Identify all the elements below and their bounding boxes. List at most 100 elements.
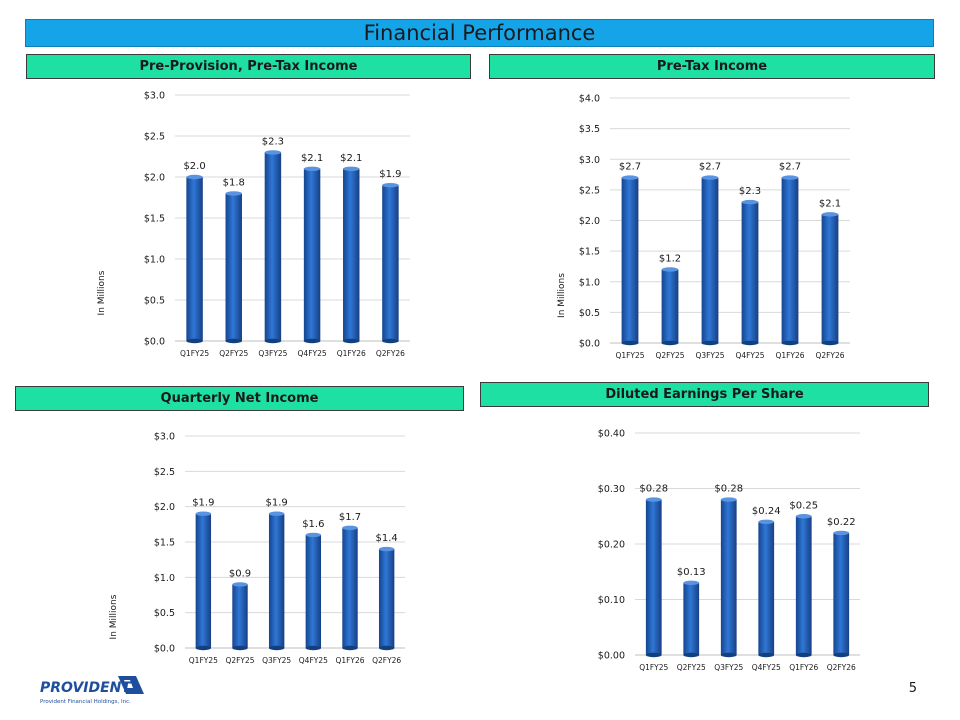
- bar-base: [378, 645, 395, 651]
- data-label: $0.24: [752, 506, 781, 517]
- bar-base: [225, 338, 242, 344]
- x-tick-label: Q1FY26: [789, 663, 818, 672]
- bar: [781, 177, 799, 343]
- bar: [342, 527, 358, 648]
- data-label: $2.7: [779, 162, 801, 173]
- y-tick-label: $2.5: [154, 467, 175, 478]
- bar-base: [186, 338, 203, 344]
- x-tick-label: Q1FY25: [639, 663, 668, 672]
- bar-cap: [661, 267, 679, 272]
- y-tick-label: $1.5: [154, 538, 175, 549]
- bar-base: [795, 652, 812, 658]
- x-tick-label: Q4FY25: [299, 656, 328, 665]
- y-tick-label: $4.0: [579, 94, 600, 105]
- bar-cap: [683, 580, 700, 586]
- y-tick-label: $0.40: [598, 429, 625, 440]
- data-label: $2.3: [739, 186, 761, 197]
- data-label: $1.7: [339, 512, 361, 523]
- bar-cap: [343, 166, 360, 171]
- bar: [378, 549, 395, 648]
- chart-title-eps: Diluted Earnings Per Share: [480, 382, 929, 407]
- bar: [232, 584, 248, 648]
- bar: [833, 532, 850, 655]
- bar-cap: [382, 183, 399, 188]
- bar: [720, 499, 737, 655]
- x-tick-label: Q4FY25: [735, 351, 764, 360]
- y-tick-label: $0.5: [579, 308, 600, 319]
- chart-title-pre-tax: Pre-Tax Income: [489, 54, 935, 79]
- bar-cap: [645, 497, 662, 502]
- bar: [683, 582, 700, 655]
- x-tick-label: Q2FY25: [225, 656, 254, 665]
- chart-diluted-eps: $0.00 $0.10 $0.20 $0.30 $0.40 $0.28 Q1FY25 $0.1…: [598, 429, 860, 672]
- y-tick-label: $2.5: [144, 132, 165, 143]
- bar-base: [621, 340, 639, 346]
- data-label: $1.9: [379, 169, 401, 180]
- data-label: $0.9: [229, 568, 251, 579]
- bar-cap: [701, 175, 719, 180]
- chart-title-net-income: Quarterly Net Income: [15, 386, 464, 411]
- y-tick-label: $2.0: [579, 216, 600, 227]
- bar-base: [821, 340, 839, 346]
- chart-pre-tax-income: $0.0 $0.5 $1.0 $1.5 $2.0 $2.5 $3.0 $3.5 $4.0 In M…: [557, 94, 850, 360]
- data-label: $2.3: [262, 136, 284, 147]
- bar-base: [683, 652, 700, 658]
- logo-subtitle: Provident Financial Holdings, Inc.: [40, 699, 131, 705]
- data-label: $2.0: [183, 161, 205, 172]
- x-tick-label: Q2FY25: [655, 351, 684, 360]
- bar-base: [342, 645, 358, 651]
- y-tick-label: $0.0: [579, 339, 600, 350]
- page-number: 5: [908, 681, 917, 696]
- bar-cap: [781, 175, 799, 180]
- y-tick-label: $0.5: [154, 608, 175, 619]
- data-label: $1.8: [223, 177, 245, 188]
- data-label: $1.4: [376, 533, 398, 544]
- bar: [701, 177, 719, 343]
- chart-title-pre-provision: Pre-Provision, Pre-Tax Income: [26, 54, 471, 79]
- provident-logo: PROVIDENT Provident Financial Holdings, …: [40, 676, 144, 705]
- bar-cap: [758, 519, 775, 524]
- bar: [821, 214, 839, 343]
- page-title: Financial Performance: [25, 19, 934, 47]
- bar-base: [382, 338, 399, 344]
- bar: [195, 513, 212, 648]
- data-label: $2.1: [301, 153, 323, 164]
- bar: [305, 534, 322, 648]
- bar-cap: [342, 525, 358, 531]
- data-label: $1.9: [192, 498, 214, 509]
- y-tick-label: $0.0: [144, 337, 165, 348]
- y-tick-label: $2.0: [144, 173, 165, 184]
- bar: [303, 168, 321, 341]
- bar-cap: [821, 212, 839, 217]
- x-tick-label: Q3FY25: [695, 351, 724, 360]
- y-tick-label: $0.0: [154, 644, 175, 655]
- chart-pre-provision-pre-tax-income: $0.0 $0.5 $1.0 $1.5 $2.0 $2.5 $3.0 In Millions $…: [97, 91, 410, 358]
- x-tick-label: Q2FY25: [677, 663, 706, 672]
- chart-quarterly-net-income: $0.0 $0.5 $1.0 $1.5 $2.0 $2.5 $3.0 In Millions $…: [109, 432, 405, 665]
- bar-base: [701, 340, 719, 346]
- bar: [661, 269, 679, 343]
- x-tick-label: Q2FY26: [815, 351, 844, 360]
- x-tick-label: Q2FY26: [827, 663, 856, 672]
- bar: [621, 177, 639, 343]
- y-tick-label: $0.5: [144, 296, 165, 307]
- bar-cap: [186, 174, 203, 180]
- x-tick-label: Q2FY26: [372, 656, 401, 665]
- x-tick-label: Q1FY26: [775, 351, 804, 360]
- bar-base: [264, 338, 282, 344]
- bar-base: [268, 645, 285, 651]
- bar: [741, 202, 759, 343]
- y-tick-label: $3.0: [144, 91, 165, 102]
- x-tick-label: Q3FY25: [258, 349, 287, 358]
- y-tick-label: $0.00: [598, 651, 625, 662]
- y-tick-label: $2.0: [154, 502, 175, 513]
- bar-cap: [378, 546, 395, 552]
- y-tick-label: $3.0: [579, 155, 600, 166]
- y-tick-label: $1.5: [579, 247, 600, 258]
- y-tick-label: $0.10: [598, 595, 625, 606]
- bar-base: [720, 652, 737, 658]
- bar: [225, 193, 242, 341]
- y-axis-label: In Millions: [557, 273, 567, 318]
- bar-cap: [232, 582, 248, 587]
- x-tick-label: Q1FY26: [335, 656, 364, 665]
